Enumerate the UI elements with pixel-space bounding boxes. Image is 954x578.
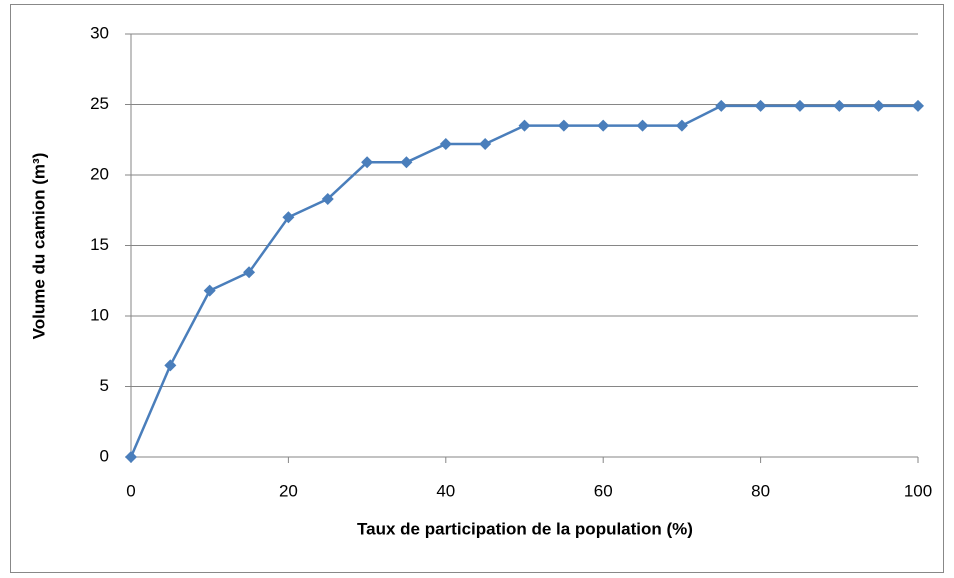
marker	[833, 99, 846, 112]
x-tick-label: 40	[436, 481, 455, 500]
y-tick-label: 5	[100, 376, 109, 395]
marker	[872, 99, 885, 112]
chart-border	[10, 4, 944, 573]
y-tick-label: 10	[90, 305, 109, 324]
marker	[754, 99, 767, 112]
x-tick-label: 60	[594, 481, 613, 500]
marker	[203, 284, 216, 297]
x-tick-label: 20	[279, 481, 298, 500]
x-tick-label: 0	[126, 481, 135, 500]
marker	[597, 119, 610, 132]
marker	[715, 99, 728, 112]
marker	[912, 99, 924, 112]
marker	[243, 266, 256, 279]
marker	[400, 156, 413, 169]
y-axis-title: Volume du camion (m³)	[29, 153, 48, 340]
y-tick-label: 0	[100, 446, 109, 465]
marker	[439, 137, 452, 150]
marker	[164, 359, 177, 372]
marker	[361, 156, 374, 169]
x-tick-label: 80	[751, 481, 770, 500]
marker	[557, 119, 570, 132]
y-tick-label: 25	[90, 94, 109, 113]
x-tick-label: 100	[904, 481, 932, 500]
y-tick-label: 15	[90, 235, 109, 254]
marker	[321, 192, 334, 205]
x-axis-title: Taux de participation de la population (…	[357, 519, 693, 538]
marker	[675, 119, 688, 132]
y-tick-label: 30	[90, 23, 109, 42]
marker	[518, 119, 531, 132]
marker	[636, 119, 649, 132]
y-tick-label: 20	[90, 164, 109, 183]
marker	[479, 137, 492, 150]
marker	[282, 211, 295, 224]
marker	[125, 451, 137, 463]
marker	[793, 99, 806, 112]
